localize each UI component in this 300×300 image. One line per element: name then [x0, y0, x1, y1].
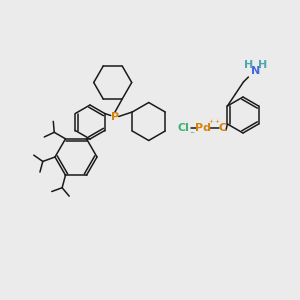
Text: N: N [251, 66, 260, 76]
Text: H: H [258, 60, 267, 70]
Text: P: P [111, 112, 119, 122]
Text: Pd: Pd [195, 123, 211, 133]
Text: $^{++}$: $^{++}$ [208, 118, 220, 127]
Text: H: H [244, 60, 253, 70]
Text: C: C [219, 123, 227, 133]
Text: $^{-}$: $^{-}$ [189, 128, 195, 137]
Text: Cl: Cl [177, 123, 189, 133]
